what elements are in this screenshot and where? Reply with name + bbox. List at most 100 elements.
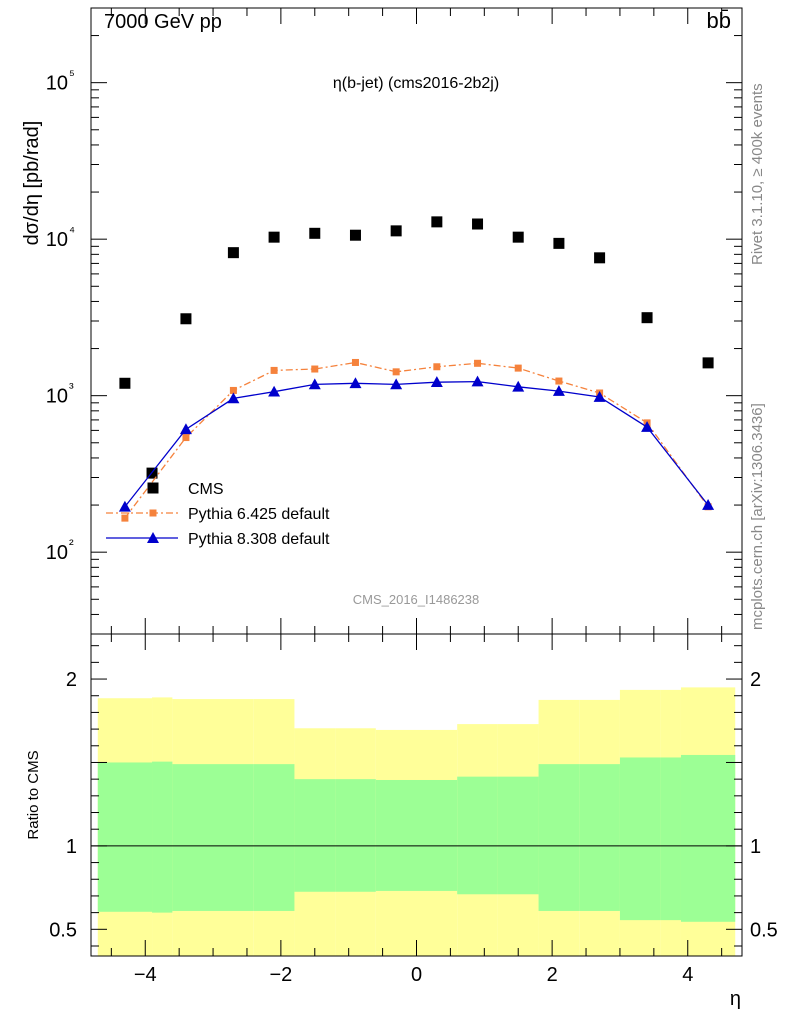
x-tick-label: 4 [682,964,693,986]
data-point [471,375,484,387]
process-label: bb̄ [707,8,731,33]
legend-label: Pythia 8.308 default [188,531,330,548]
inner-band-bin [97,762,153,912]
svg-text:10: 10 [46,386,68,408]
data-point [227,392,240,404]
data-point [268,385,281,397]
data-point [311,365,319,373]
ratio-y-tick-label-right: 1 [750,836,761,858]
inner-band-bin [619,757,661,921]
main-panel: 10 ²10 ³10 ⁴10 ⁵ η(b-jet) (cms2016-2b2j) CMS… [21,7,743,635]
main-data-layer [118,216,715,522]
inner-band-bin [172,764,254,911]
x-tick-label: 2 [547,964,558,986]
ratio-y-tick-label-right: 0.5 [750,919,778,941]
ratio-panel: 0.5 0.5 1 1 2 2 −4 −2 0 2 4 Ratio to CMS [25,633,778,986]
plot-title: η(b-jet) (cms2016-2b2j) [333,75,499,92]
data-point [552,385,565,396]
ratio-axis-ticks: 0.5 0.5 1 1 2 2 −4 −2 0 2 4 [49,634,778,986]
svg-text:⁴: ⁴ [69,223,75,239]
legend-entry: Pythia 6.425 default [106,506,330,523]
inner-band-bin [538,764,580,911]
data-point [594,252,606,264]
data-point [268,231,280,243]
svg-text:10: 10 [46,73,68,95]
ratio-bands-layer [97,687,736,956]
energy-label: 7000 GeV pp [104,11,222,33]
svg-text:10: 10 [46,229,68,251]
series-line [124,380,709,508]
legend-label: CMS [188,481,224,498]
data-point [227,247,239,259]
rivet-label: Rivet 3.1.10, ≥ 400k events [749,83,766,265]
legend-marker [149,509,157,517]
data-point [270,366,278,374]
inner-band-bin [416,779,458,891]
data-point [555,377,563,385]
data-point [308,378,321,390]
data-point [512,231,524,243]
data-point [121,514,129,522]
inner-band-bin [335,779,376,892]
inner-band-bin [375,779,417,891]
inner-band-bin [253,764,295,911]
x-tick-label: 0 [411,964,422,986]
data-point [702,357,714,369]
main-y-axis-label: dσ/dη [pb/rad] [21,121,43,246]
data-point [392,368,400,376]
inner-band-bin [660,757,681,921]
legend: CMS Pythia 6.425 default Pythia 8.308 defa… [106,481,330,548]
legend-entry: Pythia 8.308 default [106,531,330,548]
inner-band-bin [152,761,173,913]
data-point [512,380,525,392]
data-point [641,312,653,324]
ratio-y-tick-label: 0.5 [49,919,77,941]
ratio-y-axis-label: Ratio to CMS [25,750,42,839]
data-point [433,363,441,371]
data-point [182,434,190,442]
ratio-y-tick-label: 2 [66,669,77,691]
inner-band-bin [294,779,336,892]
inner-band-bin [497,776,539,895]
main-y-tick-label: 10 ² [46,536,74,564]
ratio-y-tick-label-right: 2 [750,669,761,691]
mcplots-label: mcplots.cern.ch [arXiv:1306.3436] [749,403,766,630]
svg-text:10: 10 [46,542,68,564]
x-axis-label: η [730,988,741,1010]
data-point [514,364,522,372]
svg-text:⁵: ⁵ [69,67,75,83]
data-point [179,423,192,435]
data-point [553,237,565,249]
main-y-tick-label: 10 ³ [46,380,74,408]
data-point [641,421,654,432]
ratio-y-tick-label: 1 [66,836,77,858]
data-point [349,377,362,389]
data-point [351,358,359,366]
data-point [390,378,403,390]
inner-band-bin [457,776,498,895]
data-point [349,229,361,241]
series-0 [119,216,714,479]
data-point [702,499,715,510]
data-point [309,227,321,239]
legend-marker [147,482,159,494]
svg-text:³: ³ [69,380,74,396]
legend-entry: CMS [147,481,224,498]
series-line [124,361,709,519]
x-tick-label: −2 [269,964,292,986]
data-point [229,386,237,394]
data-point [472,218,484,230]
svg-text:²: ² [69,536,74,552]
inner-band-bin [680,754,736,922]
data-point [180,313,192,325]
data-point [119,377,131,389]
x-tick-label: −4 [134,964,157,986]
legend-marker [147,532,159,543]
data-point [430,376,443,387]
data-point [118,500,131,512]
legend-label: Pythia 6.425 default [188,506,330,523]
main-y-tick-label: 10 ⁴ [46,223,75,251]
analysis-label: CMS_2016_I1486238 [353,592,480,607]
data-point [474,359,482,367]
